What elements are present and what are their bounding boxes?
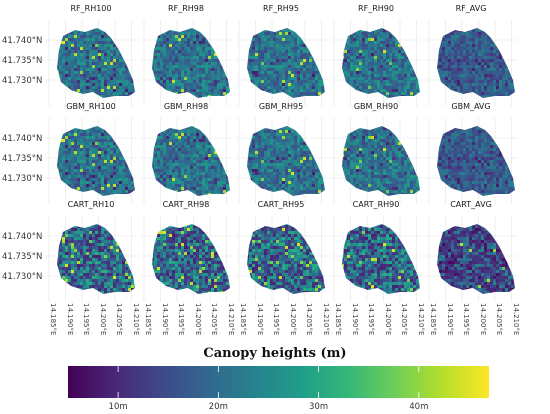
map-panel	[45, 216, 137, 302]
panel-title: CART_RH98	[162, 200, 210, 209]
longitude-label: 14.210°E	[321, 303, 330, 336]
latitude-label: 41.740°N	[2, 134, 43, 144]
panel-title: CART_AVG	[450, 200, 492, 209]
longitude-label: 14.195°E	[82, 303, 90, 336]
latitude-label: 41.730°N	[2, 76, 43, 86]
colorbar-gradient	[68, 366, 489, 398]
colorbar-tick-label: 20m	[208, 402, 228, 412]
longitude-label: 14.210°E	[131, 303, 140, 336]
map-panel	[425, 118, 517, 204]
panel-title: CART_RH90	[352, 200, 400, 209]
longitude-label: 14.190°E	[160, 303, 169, 336]
map-panel	[140, 118, 232, 204]
colorbar	[68, 366, 489, 398]
latitude-label: 41.735°N	[2, 56, 43, 66]
map-panel	[45, 20, 137, 106]
map-panel	[235, 118, 327, 204]
longitude-label: 14.195°E	[272, 303, 280, 336]
panel-title: CART_RH10	[67, 200, 115, 209]
map-panel	[330, 118, 422, 204]
map-panel	[140, 20, 232, 106]
longitude-label: 14.200°E	[193, 303, 202, 336]
map-panel	[425, 20, 517, 106]
panel-title: GBM_RH90	[353, 102, 399, 111]
latitude-label: 41.730°N	[2, 174, 43, 184]
longitude-label: 14.200°E	[383, 303, 392, 336]
panel-title: RF_AVG	[455, 4, 487, 13]
map-panel	[140, 216, 232, 302]
panel-title: RF_RH98	[168, 4, 204, 13]
panel-title: CART_RH95	[257, 200, 305, 209]
longitude-label: 14.205°E	[115, 303, 123, 336]
longitude-label: 14.185°E	[239, 303, 247, 336]
latitude-label: 41.735°N	[2, 154, 43, 164]
longitude-label: 14.185°E	[49, 303, 57, 336]
longitude-label: 14.210°E	[511, 303, 520, 336]
longitude-label: 14.205°E	[400, 303, 408, 336]
longitude-label: 14.195°E	[367, 303, 375, 336]
longitude-label: 14.190°E	[350, 303, 359, 336]
latitude-label: 41.735°N	[2, 252, 43, 262]
map-panel	[45, 118, 137, 204]
longitude-label: 14.200°E	[478, 303, 487, 336]
colorbar-tick-label: 30m	[309, 402, 329, 412]
longitude-label: 14.195°E	[177, 303, 185, 336]
panel-title: GBM_RH95	[258, 102, 304, 111]
longitude-label: 14.185°E	[144, 303, 152, 336]
longitude-label: 14.190°E	[65, 303, 74, 336]
longitude-label: 14.210°E	[226, 303, 235, 336]
panel-title: RF_RH95	[263, 4, 299, 13]
panel-title: GBM_RH98	[163, 102, 209, 111]
longitude-label: 14.185°E	[334, 303, 342, 336]
map-panel	[330, 216, 422, 302]
latitude-label: 41.730°N	[2, 272, 43, 282]
colorbar-tick-label: 10m	[108, 402, 128, 412]
longitude-label: 14.210°E	[416, 303, 425, 336]
longitude-label: 14.200°E	[98, 303, 107, 336]
longitude-label: 14.205°E	[305, 303, 313, 336]
map-panel	[235, 216, 327, 302]
legend-title: Canopy heights (m)	[203, 346, 347, 361]
panel-title: RF_RH100	[70, 4, 112, 13]
panel-title: GBM_RH100	[66, 102, 116, 111]
map-panel	[425, 216, 517, 302]
colorbar-tick-label: 40m	[409, 402, 429, 412]
map-panel	[330, 20, 422, 106]
longitude-label: 14.205°E	[210, 303, 218, 336]
longitude-label: 14.195°E	[462, 303, 470, 336]
panel-title: GBM_AVG	[451, 102, 491, 111]
longitude-label: 14.185°E	[429, 303, 437, 336]
longitude-label: 14.190°E	[445, 303, 454, 336]
latitude-label: 41.740°N	[2, 36, 43, 46]
panel-title: RF_RH90	[358, 4, 394, 13]
longitude-label: 14.205°E	[495, 303, 503, 336]
longitude-label: 14.200°E	[288, 303, 297, 336]
longitude-label: 14.190°E	[255, 303, 264, 336]
latitude-label: 41.740°N	[2, 232, 43, 242]
map-panel	[235, 20, 327, 106]
